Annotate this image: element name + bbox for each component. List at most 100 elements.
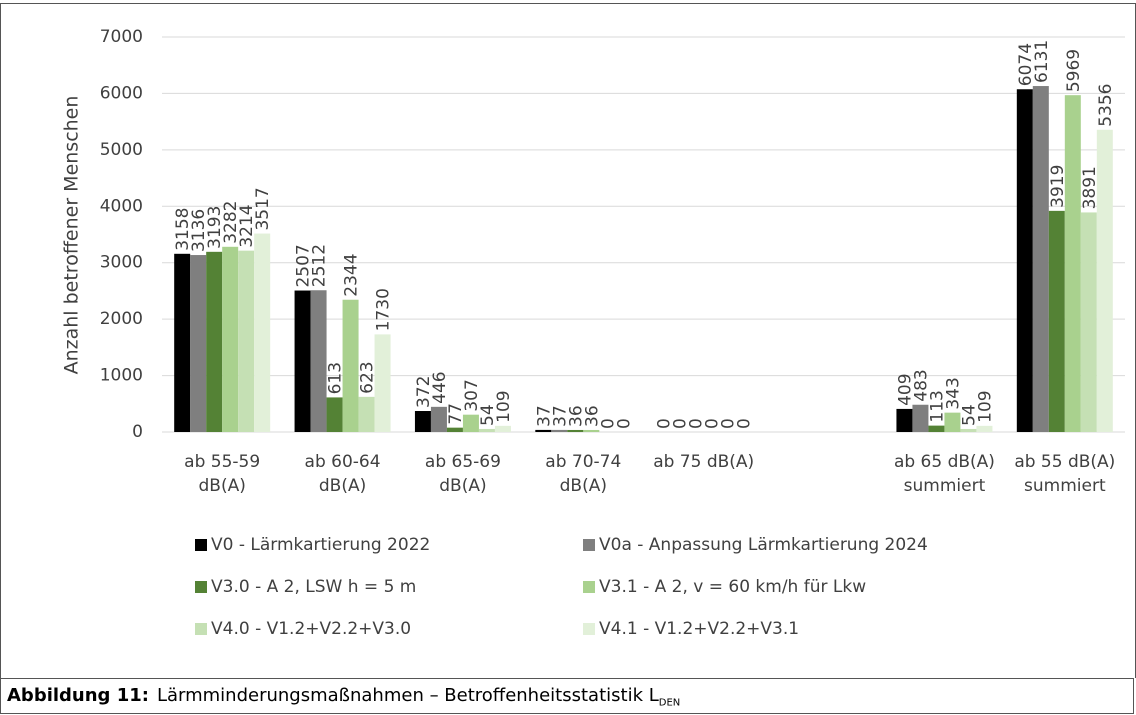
value-label: 446 <box>430 371 450 403</box>
legend-item: V3.0 - A 2, LSW h = 5 m <box>195 577 416 597</box>
bar <box>206 251 223 432</box>
legend-item: V0 - Lärmkartierung 2022 <box>195 535 430 555</box>
x-tick-label: ab 55 dB(A) summiert <box>1014 452 1116 496</box>
value-label: 5356 <box>1096 84 1116 127</box>
value-label: 37 <box>534 405 554 427</box>
bar <box>310 290 327 432</box>
bar <box>1048 210 1065 432</box>
value-label: 5969 <box>1064 49 1084 92</box>
value-label: 2344 <box>342 253 362 296</box>
bar <box>944 412 961 432</box>
value-label: 0 <box>655 418 675 429</box>
value-label: 3517 <box>253 187 273 230</box>
legend-swatch <box>195 623 207 635</box>
legend-label: V3.0 - A 2, LSW h = 5 m <box>211 577 417 597</box>
bar <box>1064 95 1081 432</box>
legend-label: V0 - Lärmkartierung 2022 <box>211 535 431 555</box>
bar <box>342 299 359 432</box>
y-tick-label: 5000 <box>100 140 143 160</box>
x-tick-label: ab 65 dB(A) summiert <box>893 452 995 496</box>
value-label: 0 <box>703 418 723 429</box>
bar <box>1080 212 1097 432</box>
value-label: 3158 <box>173 208 193 251</box>
y-tick-label: 0 <box>132 422 143 442</box>
value-label: 343 <box>943 377 963 409</box>
legend-label: V4.1 - V1.2+V2.2+V3.1 <box>599 619 800 639</box>
bar <box>976 425 993 432</box>
value-label: 3282 <box>221 201 241 244</box>
bar <box>190 255 207 432</box>
y-axis-label: Anzahl betroffener Menschen <box>61 96 83 375</box>
value-label: 113 <box>927 390 947 422</box>
bar <box>222 246 239 432</box>
value-label: 77 <box>446 403 466 425</box>
bar <box>1016 89 1033 432</box>
value-label: 36 <box>566 405 586 427</box>
y-tick-label: 2000 <box>100 309 143 329</box>
legend-label: V4.0 - V1.2+V2.2+V3.0 <box>211 619 412 639</box>
value-label: 0 <box>735 418 755 429</box>
value-label: 3214 <box>237 204 257 247</box>
value-label: 0 <box>598 418 618 429</box>
legend-swatch <box>195 581 207 593</box>
bar <box>478 428 495 432</box>
chart: Anzahl betroffener Menschen 0 1000 2000 300… <box>61 27 1125 442</box>
y-tick-label: 6000 <box>100 83 143 103</box>
bar <box>494 425 511 432</box>
bar <box>960 428 977 432</box>
value-label: 623 <box>358 361 378 393</box>
legend-item: V4.0 - V1.2+V2.2+V3.0 <box>195 619 411 639</box>
legend-swatch <box>195 539 207 551</box>
caption-text: Lärmminderungsmaßnahmen – Betroffenheits… <box>156 685 659 706</box>
value-label: 54 <box>478 404 498 426</box>
value-label: 2512 <box>310 244 330 287</box>
caption: Abbildung 11: Lärmminderungsmaßnahmen – B… <box>0 678 1134 714</box>
x-tick-label: ab 70-74 dB(A) <box>545 452 622 496</box>
value-label: 409 <box>895 373 915 405</box>
bar <box>535 429 552 432</box>
caption-subscript: DEN <box>658 697 681 709</box>
bar <box>462 414 479 432</box>
y-tick-label: 7000 <box>100 27 143 47</box>
bar <box>174 253 191 432</box>
value-label: 109 <box>975 390 995 422</box>
value-label: 3136 <box>189 209 209 252</box>
value-label: 307 <box>462 379 482 411</box>
legend-item: V3.1 - A 2, v = 60 km/h für Lkw <box>583 577 866 597</box>
value-label: 613 <box>326 362 346 394</box>
bar <box>430 406 447 432</box>
bar <box>294 290 311 432</box>
bar <box>567 429 584 432</box>
y-tick-label: 1000 <box>100 366 143 386</box>
value-label: 0 <box>614 418 634 429</box>
value-label: 54 <box>959 404 979 426</box>
x-tick-label: ab 60-64 dB(A) <box>304 452 381 496</box>
legend-label: V0a - Anpassung Lärmkartierung 2024 <box>599 535 928 555</box>
y-tick-label: 3000 <box>100 253 143 273</box>
value-label: 36 <box>582 405 602 427</box>
legend-swatch <box>583 623 595 635</box>
value-label: 1730 <box>374 288 394 331</box>
value-label: 3193 <box>205 206 225 249</box>
bar <box>928 425 945 432</box>
caption-label: Abbildung 11: <box>7 685 149 706</box>
x-tick-label: ab 65-69 dB(A) <box>424 452 501 496</box>
value-label: 372 <box>414 376 434 408</box>
bar <box>238 250 255 432</box>
bar <box>912 404 929 432</box>
x-tick-label: ab 75 dB(A) <box>653 452 755 472</box>
value-label: 0 <box>719 418 739 429</box>
legend-swatch <box>583 539 595 551</box>
bar <box>1032 86 1049 432</box>
value-label: 3891 <box>1080 166 1100 209</box>
bar <box>446 427 463 432</box>
legend-label: V3.1 - A 2, v = 60 km/h für Lkw <box>599 577 867 597</box>
value-label: 2507 <box>294 244 314 287</box>
bar <box>551 429 568 432</box>
bar <box>326 397 343 432</box>
bar <box>374 334 391 432</box>
bar <box>896 408 913 432</box>
value-label: 483 <box>911 369 931 401</box>
bar <box>414 411 431 432</box>
